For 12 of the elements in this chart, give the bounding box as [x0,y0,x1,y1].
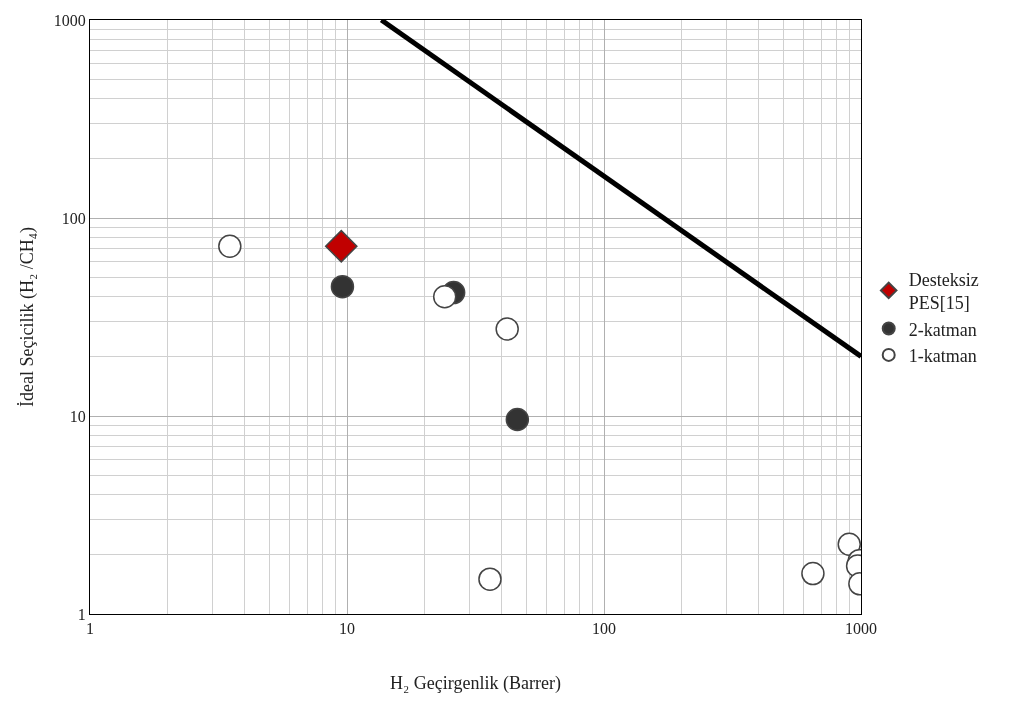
legend-label: Desteksiz PES[15] [908,269,979,314]
y-tick-label: 1 [77,605,86,623]
x-tick-label: 1000 [845,620,877,638]
y-axis-title: İdeal Seçicilik (H₂ /CH₄) [17,226,38,407]
x-axis-title: H₂ Geçirgenlik (Barrer) [390,673,561,695]
y-tick-label: 100 [61,209,86,227]
legend-label: 2-katman [908,319,977,340]
legend-label: 1-katman [908,345,977,366]
x-tick-label: 10 [339,620,355,638]
x-tick-label: 100 [592,620,616,638]
y-tick-label: 1000 [53,11,86,29]
y-tick-label: 10 [69,407,86,425]
